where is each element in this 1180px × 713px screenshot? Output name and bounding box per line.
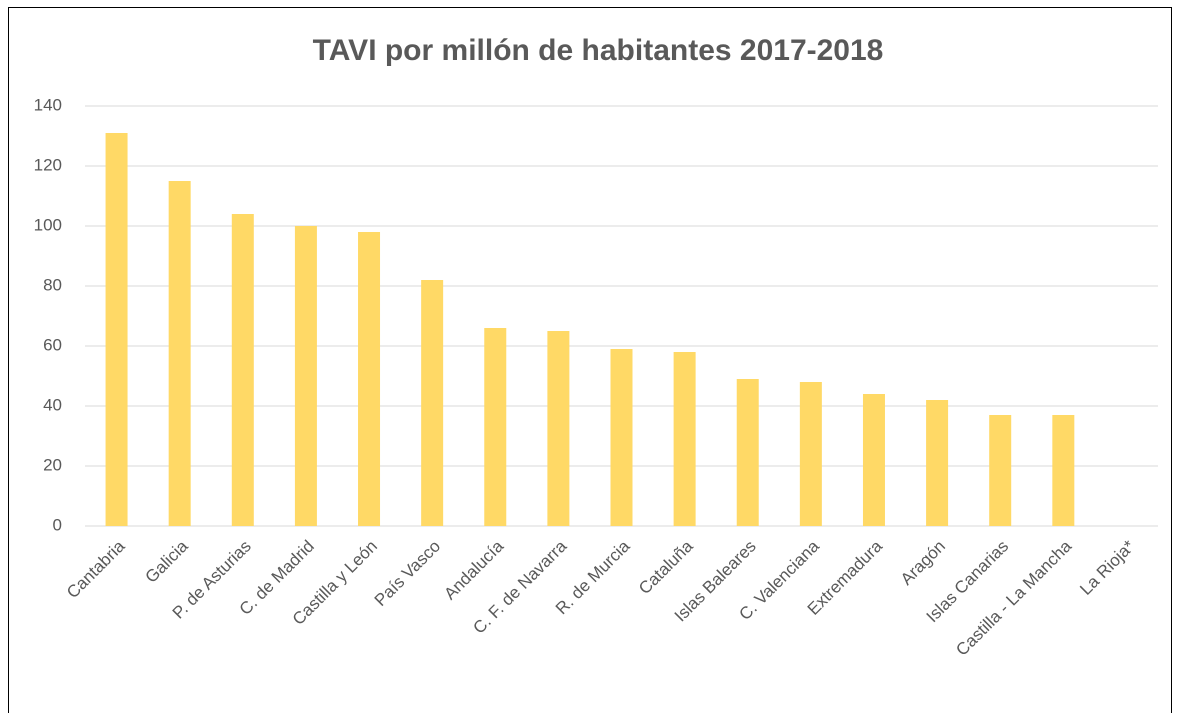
bar [168,181,191,526]
x-tick-label: Castilla - La Mancha [952,536,1075,659]
x-tick-label: Cantabria [63,536,129,602]
bar [1052,415,1075,526]
bar [926,400,949,526]
bar [105,133,128,526]
y-tick-label: 20 [43,455,62,474]
y-tick-label: 60 [43,335,62,354]
bar [989,415,1012,526]
x-tick-label: Galicia [141,536,192,587]
x-tick-label: País Vasco [371,537,444,610]
y-tick-label: 0 [53,515,62,534]
bar [610,349,633,526]
x-tick-label: Aragón [897,537,949,589]
bar [421,280,444,526]
bar [736,379,759,526]
bar [484,328,507,526]
x-tick-label: Andalucía [440,536,507,603]
chart-title: TAVI por millón de habitantes 2017-2018 [313,34,884,67]
chart-border [8,7,1172,713]
y-tick-label: 100 [34,215,62,234]
bar [231,214,254,526]
bar [294,226,317,526]
y-tick-label: 80 [43,275,62,294]
bar [673,352,696,526]
bar [358,232,381,526]
x-tick-label: La Rioja* [1076,536,1138,598]
bar [799,382,822,526]
y-tick-label: 140 [34,95,62,114]
y-tick-label: 40 [43,395,62,414]
bar [862,394,885,526]
x-tick-label: Cataluña [635,536,697,598]
y-tick-label: 120 [34,155,62,174]
bar [547,331,570,526]
